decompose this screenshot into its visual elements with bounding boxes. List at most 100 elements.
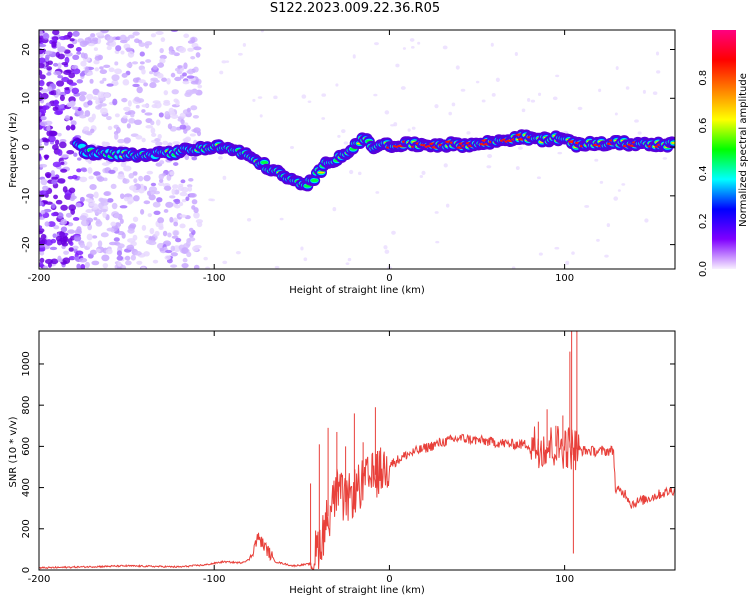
- spectrogram-noise-point: [105, 248, 113, 255]
- spectrogram-noise-point: [187, 186, 193, 192]
- spectrogram-noise-point: [475, 80, 480, 84]
- spectrogram-noise-point: [57, 62, 62, 69]
- spectrogram-noise-point: [95, 105, 102, 110]
- spectrogram-noise-point: [126, 123, 131, 129]
- spectrogram-noise-point: [39, 201, 44, 207]
- spectrogram-noise-point: [187, 47, 194, 52]
- spectrogram-noise-point: [634, 119, 639, 123]
- spectrogram-noise-point: [136, 260, 143, 265]
- spectrogram-noise-point: [148, 194, 156, 201]
- spectrogram-noise-point: [85, 217, 94, 223]
- spectrogram-noise-point: [44, 221, 50, 227]
- spectrogram-noise-point: [383, 245, 388, 250]
- spectrogram-noise-point: [409, 38, 415, 42]
- spectrogram-noise-point: [321, 117, 326, 120]
- x-tick-label: 0: [386, 574, 392, 585]
- spectrogram-noise-point: [189, 193, 197, 198]
- spectrogram-noise-point: [46, 72, 52, 76]
- spectrogram-noise-point: [321, 93, 327, 97]
- spectrogram-noise-point: [64, 87, 71, 91]
- spectrogram-noise-point: [170, 245, 176, 252]
- spectrogram-noise-point: [97, 91, 106, 99]
- spectrogram-noise-point: [435, 240, 440, 244]
- colorbar-tick-label: 0.8: [698, 70, 709, 86]
- y-tick-label: 0: [21, 144, 32, 150]
- spectrogram-y-axis: 20 10 0 -10 -20: [21, 43, 675, 253]
- spectrogram-noise-point: [434, 211, 439, 214]
- spectrogram-noise-point: [99, 80, 105, 84]
- spectrogram-noise-point: [577, 106, 583, 111]
- spectrogram-noise-point: [133, 195, 140, 202]
- spectrogram-noise-point: [517, 146, 523, 150]
- spectrogram-noise-point: [68, 82, 78, 86]
- spectrogram-noise-point: [445, 203, 450, 208]
- spectrogram-noise-point: [67, 43, 75, 49]
- snr-x-axis: -200 -100 0 100: [28, 331, 574, 585]
- spectrogram-noise-point: [150, 182, 157, 187]
- spectrogram-noise-point: [193, 66, 199, 73]
- spectrogram-noise-point: [119, 34, 127, 42]
- spectrogram-noise-point: [100, 107, 108, 115]
- spectrogram-noise-point: [54, 110, 63, 116]
- spectrogram-noise-point: [138, 79, 146, 84]
- snr-plot-area: [39, 331, 675, 570]
- spectrogram-noise-point: [111, 74, 120, 81]
- spectrogram-noise-point: [68, 204, 77, 212]
- spectrogram-noise-point: [106, 45, 112, 51]
- spectrogram-noise-point: [197, 84, 203, 89]
- colorbar-tick-label: 0.6: [698, 118, 709, 134]
- spectrogram-noise-point: [135, 104, 140, 109]
- y-tick-label: -20: [21, 236, 32, 252]
- spectrogram-noise-point: [84, 110, 91, 117]
- spectrogram-noise-point: [186, 184, 193, 188]
- spectrogram-noise-point: [174, 204, 181, 209]
- spectrogram-noise-point: [113, 213, 120, 219]
- spectrogram-noise-point: [495, 77, 500, 82]
- spectrogram-noise-point: [140, 209, 145, 215]
- spectrogram-noise-point: [571, 251, 575, 255]
- spectrogram-noise-point: [131, 61, 139, 65]
- spectrogram-noise-point: [114, 61, 119, 66]
- spectrogram-noise-point: [481, 99, 486, 103]
- spectrogram-noise-point: [150, 120, 155, 126]
- spectrogram-noise-point: [40, 178, 48, 186]
- spectrogram-noise-point: [169, 195, 176, 199]
- spectrogram-noise-point: [65, 125, 71, 131]
- spectrogram-noise-point: [68, 187, 76, 194]
- spectrogram-noise-point: [594, 158, 599, 162]
- y-tick-label: 200: [21, 519, 32, 538]
- spectrogram-noise-point: [76, 226, 82, 233]
- spectrogram-noise-point: [99, 69, 108, 75]
- spectrogram-noise-point: [39, 225, 43, 229]
- spectrogram-noise-point: [123, 137, 131, 144]
- spectrogram-noise-point: [121, 72, 128, 78]
- spectrogram-noise-point: [127, 100, 132, 107]
- spectrogram-noise-point: [97, 240, 103, 248]
- spectrogram-noise-point: [39, 190, 48, 195]
- spectrogram-noise-point: [402, 47, 406, 50]
- spectrogram-noise-point: [72, 54, 80, 61]
- spectrogram-noise-point: [113, 81, 119, 86]
- spectrogram-noise-point: [584, 204, 590, 208]
- spectrogram-noise-point: [89, 184, 97, 190]
- spectrogram-noise-point: [102, 77, 107, 82]
- spectrogram-noise-point: [116, 255, 124, 261]
- spectrogram-noise-point: [98, 197, 104, 203]
- spectrogram-noise-point: [604, 254, 609, 258]
- spectrogram-noise-point: [182, 72, 187, 77]
- spectrogram-noise-point: [106, 227, 115, 232]
- spectrogram-noise-point: [71, 87, 80, 94]
- spectrogram-noise-point: [87, 100, 93, 106]
- spectrogram-noise-point: [170, 114, 179, 119]
- spectrogram-noise-point: [40, 209, 46, 215]
- spectrogram-noise-point: [455, 65, 460, 70]
- spectrogram-noise-point: [189, 133, 196, 137]
- spectrogram-noise-point: [66, 149, 75, 155]
- spectrogram-noise-point: [159, 47, 164, 54]
- spectrogram-noise-point: [159, 160, 165, 165]
- spectrogram-noise-point: [417, 41, 421, 45]
- spectrogram-noise-point: [165, 249, 173, 254]
- spectrogram-noise-point: [180, 179, 186, 184]
- spectrogram-noise-point: [57, 149, 63, 157]
- spectrogram-noise-point: [170, 264, 178, 268]
